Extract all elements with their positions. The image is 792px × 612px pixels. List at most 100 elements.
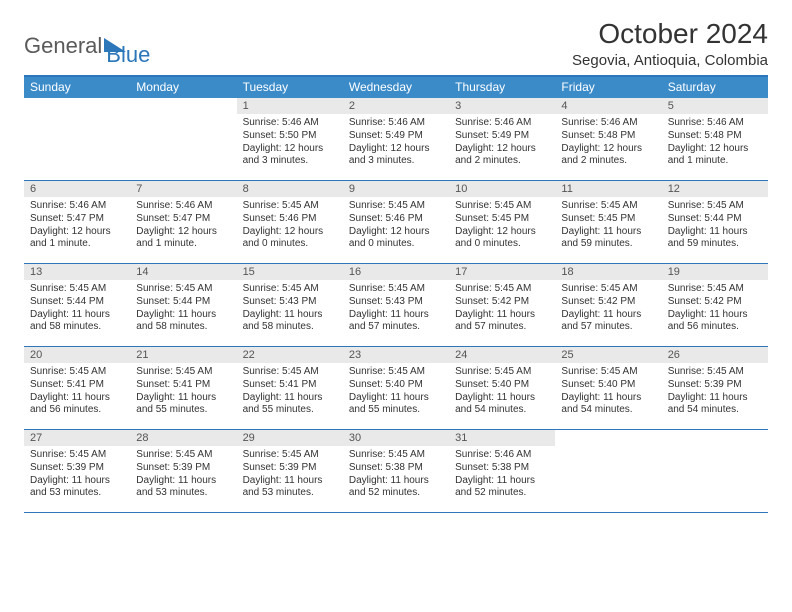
logo-text-blue: Blue	[106, 42, 150, 68]
daylight-text: Daylight: 11 hours and 57 minutes.	[561, 309, 655, 335]
daylight-text: Daylight: 11 hours and 57 minutes.	[455, 309, 549, 335]
calendar-day: 17Sunrise: 5:45 AMSunset: 5:42 PMDayligh…	[449, 264, 555, 346]
dow-thursday: Thursday	[449, 77, 555, 98]
sunset-text: Sunset: 5:42 PM	[668, 296, 762, 309]
day-number: 28	[130, 430, 236, 446]
day-details: Sunrise: 5:45 AMSunset: 5:42 PMDaylight:…	[555, 280, 661, 338]
sunrise-text: Sunrise: 5:45 AM	[349, 283, 443, 296]
day-number: 2	[343, 98, 449, 114]
sunrise-text: Sunrise: 5:46 AM	[30, 200, 124, 213]
sunset-text: Sunset: 5:39 PM	[668, 379, 762, 392]
sunset-text: Sunset: 5:47 PM	[136, 213, 230, 226]
day-details: Sunrise: 5:45 AMSunset: 5:41 PMDaylight:…	[130, 363, 236, 421]
day-number: 4	[555, 98, 661, 114]
sunrise-text: Sunrise: 5:45 AM	[668, 200, 762, 213]
calendar-day: 13Sunrise: 5:45 AMSunset: 5:44 PMDayligh…	[24, 264, 130, 346]
calendar-day: 26Sunrise: 5:45 AMSunset: 5:39 PMDayligh…	[662, 347, 768, 429]
daylight-text: Daylight: 11 hours and 55 minutes.	[243, 392, 337, 418]
sunset-text: Sunset: 5:46 PM	[349, 213, 443, 226]
day-number: 8	[237, 181, 343, 197]
sunrise-text: Sunrise: 5:45 AM	[668, 283, 762, 296]
calendar-day: 3Sunrise: 5:46 AMSunset: 5:49 PMDaylight…	[449, 98, 555, 180]
calendar-day: 31Sunrise: 5:46 AMSunset: 5:38 PMDayligh…	[449, 430, 555, 512]
sunrise-text: Sunrise: 5:45 AM	[668, 366, 762, 379]
day-number: 11	[555, 181, 661, 197]
calendar-day	[130, 98, 236, 180]
calendar-week: 1Sunrise: 5:46 AMSunset: 5:50 PMDaylight…	[24, 98, 768, 181]
sunset-text: Sunset: 5:46 PM	[243, 213, 337, 226]
day-number: 16	[343, 264, 449, 280]
day-details: Sunrise: 5:45 AMSunset: 5:41 PMDaylight:…	[24, 363, 130, 421]
sunset-text: Sunset: 5:47 PM	[30, 213, 124, 226]
day-details: Sunrise: 5:45 AMSunset: 5:40 PMDaylight:…	[449, 363, 555, 421]
day-number: 13	[24, 264, 130, 280]
calendar-day	[662, 430, 768, 512]
sunrise-text: Sunrise: 5:45 AM	[136, 283, 230, 296]
day-number: 9	[343, 181, 449, 197]
day-details: Sunrise: 5:45 AMSunset: 5:42 PMDaylight:…	[662, 280, 768, 338]
day-details: Sunrise: 5:45 AMSunset: 5:42 PMDaylight:…	[449, 280, 555, 338]
calendar-week: 27Sunrise: 5:45 AMSunset: 5:39 PMDayligh…	[24, 430, 768, 513]
dow-friday: Friday	[555, 77, 661, 98]
sunset-text: Sunset: 5:38 PM	[455, 462, 549, 475]
page: General Blue October 2024 Segovia, Antio…	[0, 0, 792, 513]
calendar-day: 16Sunrise: 5:45 AMSunset: 5:43 PMDayligh…	[343, 264, 449, 346]
sunrise-text: Sunrise: 5:45 AM	[455, 200, 549, 213]
calendar-day: 22Sunrise: 5:45 AMSunset: 5:41 PMDayligh…	[237, 347, 343, 429]
day-details: Sunrise: 5:46 AMSunset: 5:48 PMDaylight:…	[555, 114, 661, 172]
sunset-text: Sunset: 5:39 PM	[30, 462, 124, 475]
sunrise-text: Sunrise: 5:45 AM	[30, 366, 124, 379]
day-number: 14	[130, 264, 236, 280]
calendar-day: 23Sunrise: 5:45 AMSunset: 5:40 PMDayligh…	[343, 347, 449, 429]
day-details: Sunrise: 5:45 AMSunset: 5:46 PMDaylight:…	[343, 197, 449, 255]
day-details: Sunrise: 5:45 AMSunset: 5:44 PMDaylight:…	[662, 197, 768, 255]
sunset-text: Sunset: 5:48 PM	[561, 130, 655, 143]
daylight-text: Daylight: 11 hours and 55 minutes.	[349, 392, 443, 418]
daylight-text: Daylight: 11 hours and 52 minutes.	[455, 475, 549, 501]
calendar-day: 21Sunrise: 5:45 AMSunset: 5:41 PMDayligh…	[130, 347, 236, 429]
calendar-day: 10Sunrise: 5:45 AMSunset: 5:45 PMDayligh…	[449, 181, 555, 263]
dow-sunday: Sunday	[24, 77, 130, 98]
day-details: Sunrise: 5:45 AMSunset: 5:45 PMDaylight:…	[449, 197, 555, 255]
day-number: 10	[449, 181, 555, 197]
day-number: 19	[662, 264, 768, 280]
day-details: Sunrise: 5:45 AMSunset: 5:39 PMDaylight:…	[237, 446, 343, 504]
day-number: 30	[343, 430, 449, 446]
daylight-text: Daylight: 12 hours and 0 minutes.	[349, 226, 443, 252]
sunset-text: Sunset: 5:50 PM	[243, 130, 337, 143]
daylight-text: Daylight: 11 hours and 58 minutes.	[243, 309, 337, 335]
day-details: Sunrise: 5:45 AMSunset: 5:39 PMDaylight:…	[662, 363, 768, 421]
sunrise-text: Sunrise: 5:46 AM	[561, 117, 655, 130]
calendar-day: 28Sunrise: 5:45 AMSunset: 5:39 PMDayligh…	[130, 430, 236, 512]
daylight-text: Daylight: 12 hours and 2 minutes.	[455, 143, 549, 169]
sunrise-text: Sunrise: 5:46 AM	[455, 117, 549, 130]
calendar-day: 5Sunrise: 5:46 AMSunset: 5:48 PMDaylight…	[662, 98, 768, 180]
day-details: Sunrise: 5:45 AMSunset: 5:39 PMDaylight:…	[130, 446, 236, 504]
logo-text-general: General	[24, 33, 102, 59]
sunrise-text: Sunrise: 5:45 AM	[455, 366, 549, 379]
day-number	[555, 430, 661, 434]
calendar-day: 27Sunrise: 5:45 AMSunset: 5:39 PMDayligh…	[24, 430, 130, 512]
sunrise-text: Sunrise: 5:45 AM	[243, 283, 337, 296]
daylight-text: Daylight: 12 hours and 0 minutes.	[455, 226, 549, 252]
daylight-text: Daylight: 11 hours and 53 minutes.	[243, 475, 337, 501]
daylight-text: Daylight: 11 hours and 52 minutes.	[349, 475, 443, 501]
sunrise-text: Sunrise: 5:45 AM	[561, 366, 655, 379]
daylight-text: Daylight: 12 hours and 1 minute.	[136, 226, 230, 252]
calendar-day: 11Sunrise: 5:45 AMSunset: 5:45 PMDayligh…	[555, 181, 661, 263]
sunrise-text: Sunrise: 5:45 AM	[349, 366, 443, 379]
calendar-week: 6Sunrise: 5:46 AMSunset: 5:47 PMDaylight…	[24, 181, 768, 264]
calendar-day: 8Sunrise: 5:45 AMSunset: 5:46 PMDaylight…	[237, 181, 343, 263]
sunset-text: Sunset: 5:42 PM	[455, 296, 549, 309]
day-number: 7	[130, 181, 236, 197]
sunset-text: Sunset: 5:42 PM	[561, 296, 655, 309]
daylight-text: Daylight: 11 hours and 57 minutes.	[349, 309, 443, 335]
month-title: October 2024	[572, 18, 768, 50]
sunrise-text: Sunrise: 5:45 AM	[136, 449, 230, 462]
sunrise-text: Sunrise: 5:45 AM	[136, 366, 230, 379]
day-details: Sunrise: 5:45 AMSunset: 5:39 PMDaylight:…	[24, 446, 130, 504]
day-number	[662, 430, 768, 434]
sunrise-text: Sunrise: 5:46 AM	[668, 117, 762, 130]
daylight-text: Daylight: 11 hours and 53 minutes.	[136, 475, 230, 501]
daylight-text: Daylight: 11 hours and 54 minutes.	[561, 392, 655, 418]
